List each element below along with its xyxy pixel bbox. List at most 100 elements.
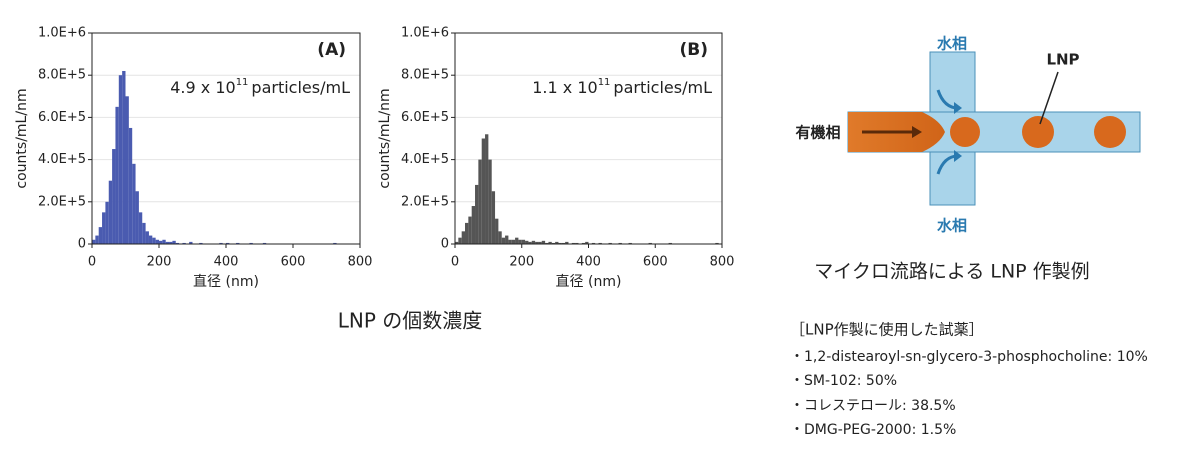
histogram-bar xyxy=(498,231,502,244)
histogram-bar xyxy=(521,239,526,244)
histogram-bar xyxy=(518,239,522,244)
x-axis-label: 直径 (nm) xyxy=(556,273,622,290)
plot-frame xyxy=(91,32,361,245)
y-tick-label: 0 xyxy=(78,237,86,252)
histogram-bar xyxy=(125,96,129,244)
diagram-caption: マイクロ流路による LNP 作製例 xyxy=(814,261,1089,283)
annotation-unit: particles/mL xyxy=(613,78,712,97)
histogram-bar xyxy=(565,241,569,244)
y-tick-label: 2.0E+5 xyxy=(38,194,86,209)
histogram-bar xyxy=(538,241,542,244)
histogram-bar xyxy=(561,242,566,244)
y-axis-label: counts/mL/nm xyxy=(377,88,393,188)
histogram-bar xyxy=(598,242,602,244)
y-axis-label: counts/mL/nm xyxy=(14,88,30,188)
x-tick-label: 200 xyxy=(509,255,534,270)
histogram-bar xyxy=(182,242,186,244)
histogram-bar xyxy=(628,242,632,244)
x-tick-label: 0 xyxy=(88,255,96,270)
x-tick-label: 400 xyxy=(576,255,601,270)
histogram-bar xyxy=(122,70,126,244)
histogram-bar xyxy=(458,237,462,244)
histogram-bar xyxy=(618,242,622,244)
histogram-bar xyxy=(455,241,459,244)
annotation-unit: particles/mL xyxy=(251,78,350,97)
histogram-bar xyxy=(541,240,546,244)
plot-frame xyxy=(454,32,723,245)
histogram-bar xyxy=(511,239,516,244)
histogram-bar xyxy=(608,242,612,244)
histogram-bar xyxy=(148,235,153,244)
histogram-bar xyxy=(135,191,139,244)
histogram-bar xyxy=(508,239,512,244)
concentration-annotation: 4.9 x 1011 particles/mL xyxy=(170,77,350,97)
x-tick-label: 0 xyxy=(451,255,459,270)
histogram-bar xyxy=(471,206,476,244)
histogram-bar xyxy=(333,242,337,244)
y-tick-label: 1.0E+6 xyxy=(38,26,86,41)
x-tick-label: 200 xyxy=(147,255,172,270)
histogram-bar xyxy=(226,242,230,244)
panel-label: (B) xyxy=(680,40,709,60)
y-tick-label: 0 xyxy=(441,237,449,252)
y-tick-label: 4.0E+5 xyxy=(38,152,86,167)
histogram-bar xyxy=(172,240,176,244)
histogram-bar xyxy=(535,241,539,244)
histogram-bar xyxy=(581,242,586,244)
histogram-bar xyxy=(501,237,506,244)
histogram-bar xyxy=(145,231,149,244)
histogram-bar xyxy=(128,127,133,244)
x-tick-label: 600 xyxy=(281,255,306,270)
histogram-bar xyxy=(262,242,267,244)
aqueous-label: 水相 xyxy=(937,217,967,235)
reagent-item: ・SM-102: 50% xyxy=(790,373,897,389)
histogram-bar xyxy=(585,241,589,244)
histogram-bar xyxy=(491,191,496,244)
reagent-list: ［LNP作製に使用した試薬］ ・1,2-distearoyl-sn-glycer… xyxy=(790,321,1148,439)
histogram-chart: 0 2.0E+5 4.0E+5 6.0E+5 8.0E+5 1.0E+6 0 200 400 60… xyxy=(377,26,734,291)
microfluidic-diagram: 水相 水相 有機相 LNP マイクロ流路による LNP 作製例 xyxy=(795,35,1141,283)
histogram-bar xyxy=(528,241,532,244)
y-tick-label: 8.0E+5 xyxy=(401,68,449,83)
reagent-item: ・コレステロール: 38.5% xyxy=(790,398,956,414)
x-tick-label: 400 xyxy=(214,255,239,270)
x-axis-label: 直径 (nm) xyxy=(193,273,259,290)
histogram-bar xyxy=(169,241,173,244)
histogram-bar xyxy=(132,163,136,244)
histogram-bar xyxy=(505,235,509,244)
panel-label: (A) xyxy=(317,40,346,60)
histogram-bar xyxy=(102,212,106,244)
histogram-bar xyxy=(558,242,562,244)
histogram-bar xyxy=(461,231,466,244)
reagent-title: ［LNP作製に使用した試薬］ xyxy=(790,321,984,339)
histogram-bar xyxy=(219,242,223,244)
histogram-bar xyxy=(175,242,180,244)
histogram-bar xyxy=(142,222,146,244)
histogram-bar xyxy=(485,134,489,244)
histogram-bar xyxy=(465,222,469,244)
histogram-bar xyxy=(189,241,193,244)
histogram-bar xyxy=(249,242,253,244)
histogram-bar xyxy=(159,240,163,244)
histogram-bar xyxy=(525,240,529,244)
annotation-base: 1.1 x 10 xyxy=(532,78,597,97)
histogram-bar xyxy=(95,235,99,244)
x-tick-label: 600 xyxy=(643,255,668,270)
y-tick-label: 4.0E+5 xyxy=(401,152,449,167)
histogram-chart: 0 2.0E+5 4.0E+5 6.0E+5 8.0E+5 1.0E+6 0 200 400 60… xyxy=(14,26,372,291)
y-tick-label: 1.0E+6 xyxy=(401,26,449,41)
histogram-bar xyxy=(545,242,549,244)
x-tick-label: 800 xyxy=(710,255,735,270)
histogram-bar xyxy=(162,239,166,244)
histogram-bar xyxy=(591,242,596,244)
annotation-base: 4.9 x 10 xyxy=(170,78,235,97)
histogram-bar xyxy=(668,242,672,244)
y-tick-label: 8.0E+5 xyxy=(38,68,86,83)
y-tick-label: 6.0E+5 xyxy=(401,110,449,125)
histogram-bar xyxy=(478,159,482,244)
histogram-bar xyxy=(531,240,536,244)
annotation-exponent: 11 xyxy=(236,77,249,88)
histogram-bar xyxy=(715,242,719,244)
histogram-bar xyxy=(98,227,103,244)
